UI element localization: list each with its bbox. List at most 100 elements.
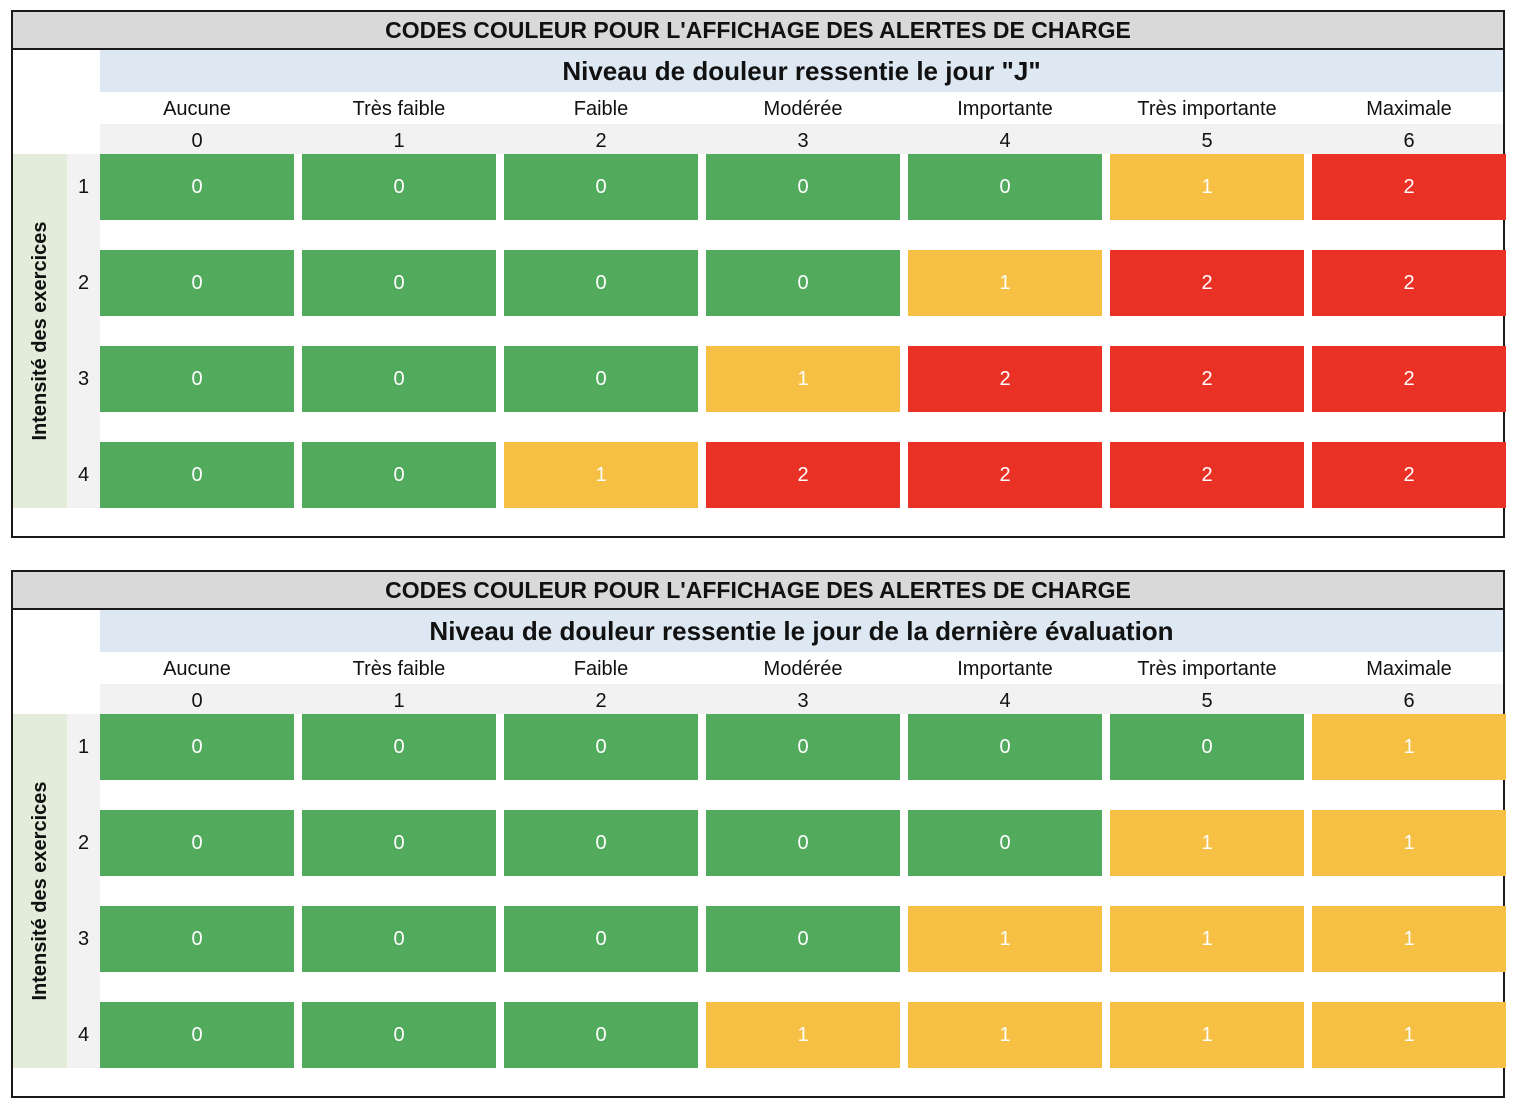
alert-cell: 2 — [1110, 250, 1304, 316]
alert-cell: 1 — [1312, 906, 1506, 972]
alert-cell: 1 — [1110, 154, 1304, 220]
row-axis-band — [13, 154, 67, 508]
column-label: Aucune — [163, 98, 231, 120]
alert-table-panel: CODES COULEUR POUR L'AFFICHAGE DES ALERT… — [11, 570, 1506, 1098]
alert-cell: 2 — [1312, 346, 1506, 412]
alert-cell: 0 — [100, 154, 294, 220]
alert-cell: 0 — [504, 346, 698, 412]
row-number: 3 — [77, 928, 90, 950]
alert-cell: 0 — [706, 906, 900, 972]
alert-cell: 2 — [908, 346, 1102, 412]
alert-cell: 1 — [1312, 714, 1506, 780]
alert-cell: 2 — [1312, 442, 1506, 508]
column-label: Très faible — [352, 98, 446, 120]
row-number: 4 — [77, 1024, 90, 1046]
alert-cell: 1 — [504, 442, 698, 508]
column-label: Modérée — [763, 658, 843, 680]
column-number: 0 — [191, 690, 203, 712]
alert-cell: 0 — [100, 906, 294, 972]
alert-cell: 0 — [908, 154, 1102, 220]
alert-cell: 0 — [302, 1002, 496, 1068]
alert-cell: 2 — [1312, 250, 1506, 316]
alert-cell: 0 — [706, 154, 900, 220]
row-number: 2 — [77, 272, 90, 294]
column-number: 1 — [393, 130, 405, 152]
alert-cell: 2 — [1312, 154, 1506, 220]
column-number: 5 — [1201, 690, 1213, 712]
alert-cell: 0 — [504, 250, 698, 316]
column-label: Aucune — [163, 658, 231, 680]
row-number: 3 — [77, 368, 90, 390]
column-number: 2 — [595, 130, 607, 152]
column-number: 3 — [797, 130, 809, 152]
column-label: Très faible — [352, 658, 446, 680]
alert-cell: 0 — [504, 810, 698, 876]
alert-cell: 1 — [1110, 906, 1304, 972]
alert-cell: 0 — [302, 810, 496, 876]
alert-cell: 2 — [908, 442, 1102, 508]
alert-cell: 2 — [706, 442, 900, 508]
column-number: 3 — [797, 690, 809, 712]
alert-cell: 0 — [706, 250, 900, 316]
panel-title: CODES COULEUR POUR L'AFFICHAGE DES ALERT… — [13, 12, 1503, 50]
column-number: 4 — [999, 690, 1011, 712]
column-number-band — [100, 684, 1503, 714]
alert-cell: 0 — [100, 714, 294, 780]
alert-cell: 0 — [302, 714, 496, 780]
alert-cell: 0 — [908, 810, 1102, 876]
alert-cell: 1 — [908, 250, 1102, 316]
alert-table-panel: CODES COULEUR POUR L'AFFICHAGE DES ALERT… — [11, 10, 1506, 538]
row-number: 4 — [77, 464, 90, 486]
alert-cell: 1 — [706, 346, 900, 412]
alert-cell: 0 — [100, 1002, 294, 1068]
alert-cell: 0 — [302, 346, 496, 412]
alert-cell: 1 — [1312, 810, 1506, 876]
alert-cell: 0 — [504, 714, 698, 780]
alert-cell: 0 — [1110, 714, 1304, 780]
alert-cell: 0 — [302, 442, 496, 508]
alert-cell: 0 — [100, 250, 294, 316]
row-number: 1 — [77, 176, 90, 198]
column-label: Importante — [957, 658, 1053, 680]
column-number: 5 — [1201, 130, 1213, 152]
alert-cell: 0 — [302, 154, 496, 220]
alert-cell: 0 — [100, 442, 294, 508]
column-number: 6 — [1403, 690, 1415, 712]
alert-cell: 2 — [1110, 442, 1304, 508]
alert-cell: 0 — [302, 250, 496, 316]
alert-cell: 0 — [504, 906, 698, 972]
alert-cell: 0 — [504, 154, 698, 220]
column-number: 2 — [595, 690, 607, 712]
column-label: Maximale — [1366, 658, 1452, 680]
column-number: 0 — [191, 130, 203, 152]
alert-cell: 0 — [706, 810, 900, 876]
alert-cell: 0 — [706, 714, 900, 780]
panel-title: CODES COULEUR POUR L'AFFICHAGE DES ALERT… — [13, 572, 1503, 610]
alert-cell: 0 — [908, 714, 1102, 780]
alert-cell: 1 — [908, 1002, 1102, 1068]
alert-cell: 0 — [302, 906, 496, 972]
column-label: Modérée — [763, 98, 843, 120]
alert-cell: 2 — [1110, 346, 1304, 412]
row-axis-label: Intensité des exercices — [29, 781, 51, 1001]
alert-cell: 0 — [100, 346, 294, 412]
column-label: Faible — [573, 658, 629, 680]
pain-level-subtitle: Niveau de douleur ressentie le jour de l… — [100, 610, 1503, 652]
row-number-band — [67, 154, 100, 508]
row-axis-label: Intensité des exercices — [29, 221, 51, 441]
alert-cell: 1 — [1312, 1002, 1506, 1068]
alert-cell: 0 — [504, 1002, 698, 1068]
alert-cell: 1 — [908, 906, 1102, 972]
column-label: Importante — [957, 98, 1053, 120]
alert-cell: 1 — [1110, 810, 1304, 876]
column-label: Très importante — [1137, 98, 1277, 120]
column-number: 4 — [999, 130, 1011, 152]
row-number-band — [67, 714, 100, 1068]
column-label: Maximale — [1366, 98, 1452, 120]
pain-level-subtitle: Niveau de douleur ressentie le jour "J" — [100, 50, 1503, 92]
alert-cell: 0 — [100, 810, 294, 876]
column-label: Très importante — [1137, 658, 1277, 680]
column-number-band — [100, 124, 1503, 154]
row-number: 2 — [77, 832, 90, 854]
row-number: 1 — [77, 736, 90, 758]
